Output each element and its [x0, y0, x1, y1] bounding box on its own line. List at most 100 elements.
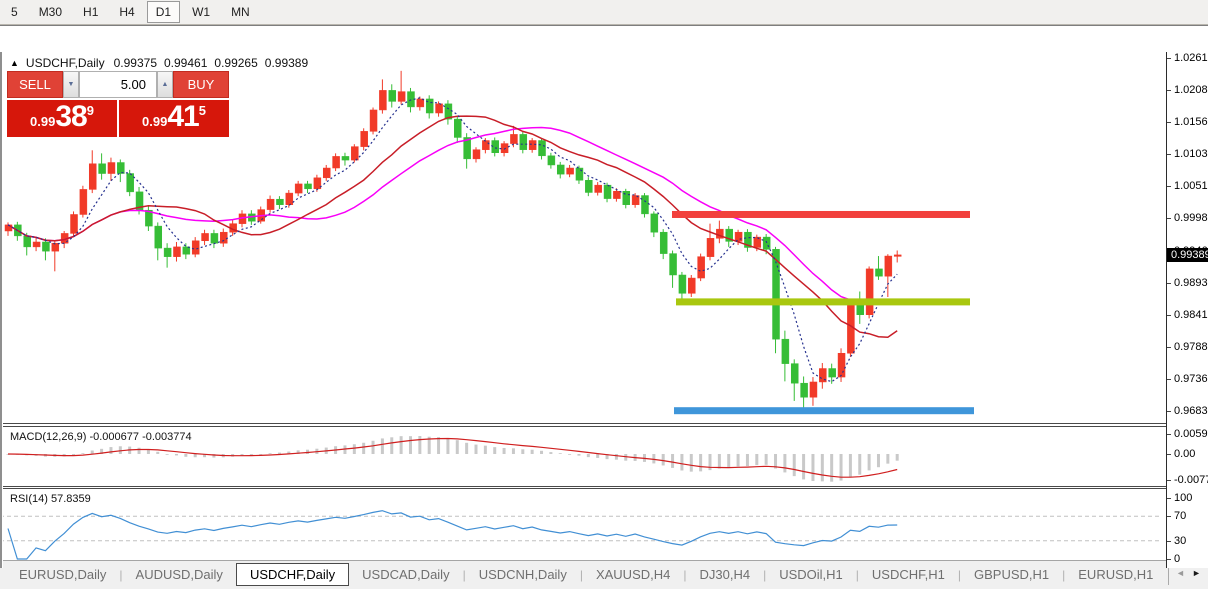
tab-usdchf-h1[interactable]: USDCHF,H1: [871, 567, 945, 582]
candle: [435, 101, 443, 117]
rsi-canvas: [0, 510, 1161, 560]
candle: [893, 250, 902, 263]
candle: [622, 188, 631, 209]
tab-usdoil-h1[interactable]: USDOil,H1: [779, 567, 843, 582]
open-value: 0.99375: [113, 56, 157, 70]
candle: [463, 133, 471, 169]
candle: [491, 137, 499, 157]
tab-usdcad-daily[interactable]: USDCAD,Daily: [362, 567, 450, 582]
window-left-frame: [0, 52, 3, 568]
one-click-trade-panel: SELL ▼ 5.00 ▲ BUY 0.99 38 9 0.99 41 5: [7, 71, 229, 137]
macd-tick-label: -0.00773: [1174, 474, 1208, 486]
timeframe-button-m30[interactable]: M30: [38, 5, 63, 19]
tab-gbpusd-h1[interactable]: GBPUSD,H1: [974, 567, 1050, 582]
candle: [201, 229, 209, 246]
price-tick-label: 0.98935: [1174, 276, 1208, 289]
support-blue-line[interactable]: [674, 407, 974, 415]
tab-dj30-h4[interactable]: DJ30,H4: [699, 567, 751, 582]
rsi-pane[interactable]: RSI(14) 57.8359: [0, 488, 1208, 568]
tab-usdcnh-daily[interactable]: USDCNH,Daily: [478, 567, 567, 582]
tab-separator: |: [957, 567, 961, 582]
candle: [454, 116, 462, 143]
tab-scroll-right-icon[interactable]: ►: [1192, 568, 1201, 578]
sell-price-button[interactable]: 0.99 38 9: [7, 100, 117, 137]
timeframe-button-h4[interactable]: H4: [119, 5, 135, 19]
candle: [51, 240, 60, 272]
symbol-label: USDCHF,Daily: [25, 56, 105, 70]
candle: [210, 229, 219, 249]
tab-eurusd-daily[interactable]: EURUSD,Daily: [19, 567, 107, 582]
timeframe-button-5[interactable]: 5: [11, 5, 18, 19]
volume-increase-button[interactable]: ▲: [157, 71, 173, 98]
rsi-tick-label: 30: [1174, 534, 1187, 547]
candle: [566, 164, 574, 178]
candle: [32, 237, 41, 252]
ma-line-fast: [7, 97, 898, 383]
candle: [397, 70, 406, 105]
candle: [631, 193, 640, 208]
price-chart-pane[interactable]: ▲ USDCHF,Daily 0.99375 0.99461 0.99265 0…: [0, 52, 1166, 424]
tab-eurusd-h1[interactable]: EURUSD,H1: [1078, 567, 1154, 582]
tab-xauusd-h4[interactable]: XAUUSD,H4: [595, 567, 671, 582]
level-olive-line[interactable]: [676, 298, 970, 306]
candle: [678, 271, 687, 302]
candle: [379, 79, 387, 114]
tab-audusd-daily[interactable]: AUDUSD,Daily: [135, 567, 223, 582]
candle: [884, 254, 893, 298]
candle: [351, 144, 359, 163]
candle: [837, 348, 846, 382]
candle: [173, 241, 181, 262]
chart-window: ▲ USDCHF,Daily 0.99375 0.99461 0.99265 0…: [0, 25, 1208, 586]
candle: [800, 376, 808, 411]
candle: [126, 169, 134, 197]
candle: [594, 182, 602, 196]
candle: [154, 222, 163, 261]
candle: [416, 96, 425, 111]
candle: [781, 330, 790, 382]
candle: [369, 107, 378, 135]
candle: [79, 185, 88, 218]
candle: [191, 237, 200, 258]
candle: [117, 159, 125, 183]
price-tick-label: 1.01035: [1174, 148, 1208, 161]
resistance-red-line[interactable]: [672, 210, 970, 218]
candle: [304, 180, 312, 194]
candlestick-canvas[interactable]: [0, 52, 1166, 423]
price-tick-label: 1.01560: [1174, 116, 1208, 129]
volume-input[interactable]: 5.00: [79, 71, 157, 98]
axis-tick-mark: [1167, 411, 1171, 412]
timeframe-button-mn[interactable]: MN: [231, 5, 250, 19]
timeframe-button-w1[interactable]: W1: [192, 5, 211, 19]
candle: [753, 234, 762, 252]
buy-price-button[interactable]: 0.99 41 5: [119, 100, 229, 137]
candle: [669, 250, 677, 288]
collapse-panel-icon[interactable]: ▲: [10, 58, 19, 68]
candle: [107, 157, 116, 181]
candle: [856, 291, 865, 324]
tab-scroll-left-icon[interactable]: ◄: [1176, 568, 1185, 578]
candle: [744, 229, 752, 252]
sell-button[interactable]: SELL: [7, 71, 63, 98]
macd-pane[interactable]: MACD(12,26,9) -0.000677 -0.003774: [0, 426, 1208, 487]
candle: [613, 188, 621, 202]
price-tick-label: 0.97885: [1174, 340, 1208, 353]
tab-separator: |: [763, 567, 767, 582]
timeframe-button-d1[interactable]: D1: [146, 1, 181, 23]
macd-tick-label: 0.005986: [1174, 428, 1208, 440]
low-value: 0.99265: [214, 56, 258, 70]
chart-tab-bar: EURUSD,Daily | AUDUSD,Daily USDCHF,Daily USD…: [0, 560, 1208, 589]
candle: [98, 153, 106, 180]
tab-usdchf-daily[interactable]: USDCHF,Daily: [235, 563, 350, 586]
axis-tick-mark: [1167, 186, 1171, 188]
buy-button[interactable]: BUY: [173, 71, 229, 98]
tab-separator: |: [683, 567, 687, 582]
candle: [697, 253, 705, 282]
timeframe-button-h1[interactable]: H1: [83, 5, 99, 19]
volume-decrease-button[interactable]: ▼: [63, 71, 79, 98]
candle: [294, 180, 303, 197]
price-tick-label: 0.96835: [1174, 405, 1208, 417]
axis-tick-mark: [1167, 218, 1171, 220]
price-tick-label: 0.99985: [1174, 212, 1208, 225]
